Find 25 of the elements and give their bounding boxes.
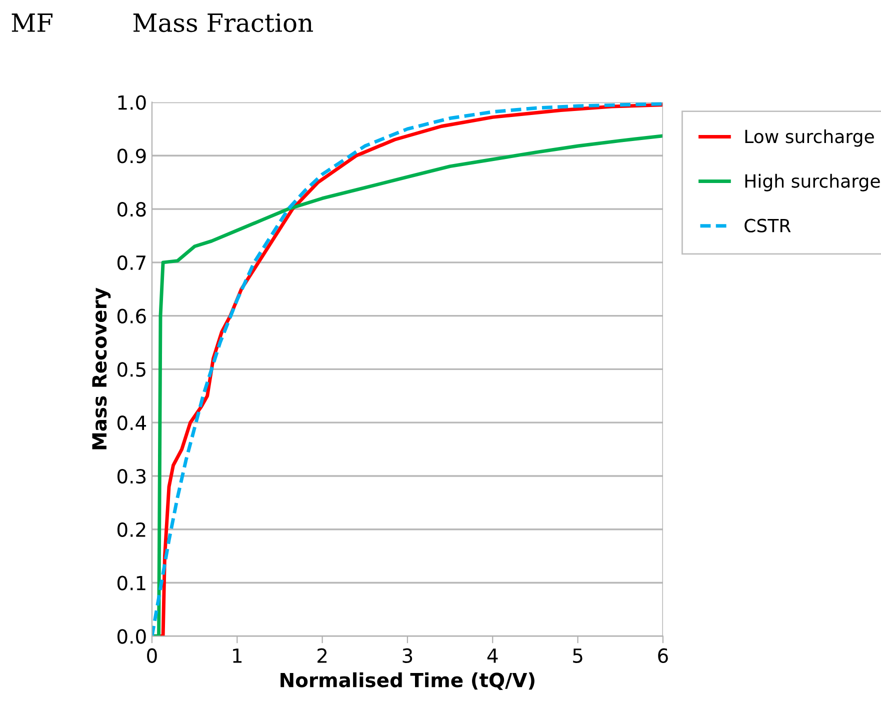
y-axis-title: Mass Recovery <box>92 288 111 450</box>
x-tick-label: 3 <box>402 648 412 664</box>
y-tick-label: 0.6 <box>117 308 146 324</box>
legend-label: CSTR <box>744 218 791 232</box>
legend-label: Low surcharge <box>745 129 874 147</box>
y-tick-label: 0.5 <box>117 362 146 377</box>
y-tick-label: 0.9 <box>117 148 146 164</box>
x-tick-label: 1 <box>233 648 242 663</box>
x-axis-title: Normalised Time (tQ/V) <box>280 672 534 690</box>
y-tick-label: 0.0 <box>117 629 146 644</box>
y-tick-label: 0.7 <box>117 255 146 270</box>
x-tick-label: 0 <box>147 648 157 664</box>
text: MF <box>12 14 52 32</box>
x-tick-label: 4 <box>487 648 498 663</box>
x-tick-label: 5 <box>573 648 582 664</box>
y-tick-label: 0.3 <box>117 468 146 484</box>
y-tick-label: 0.1 <box>117 576 146 590</box>
y-tick-label: 0.4 <box>117 416 146 430</box>
y-tick-label: 1.0 <box>118 95 146 110</box>
x-tick-label: 2 <box>318 648 327 663</box>
legend-label: High surcharge <box>745 174 880 192</box>
y-tick-label: 0.2 <box>117 522 146 538</box>
x-tick-label: 6 <box>658 648 668 664</box>
y-tick-label: 0.8 <box>117 202 146 217</box>
text: Mass Fraction <box>133 13 313 32</box>
